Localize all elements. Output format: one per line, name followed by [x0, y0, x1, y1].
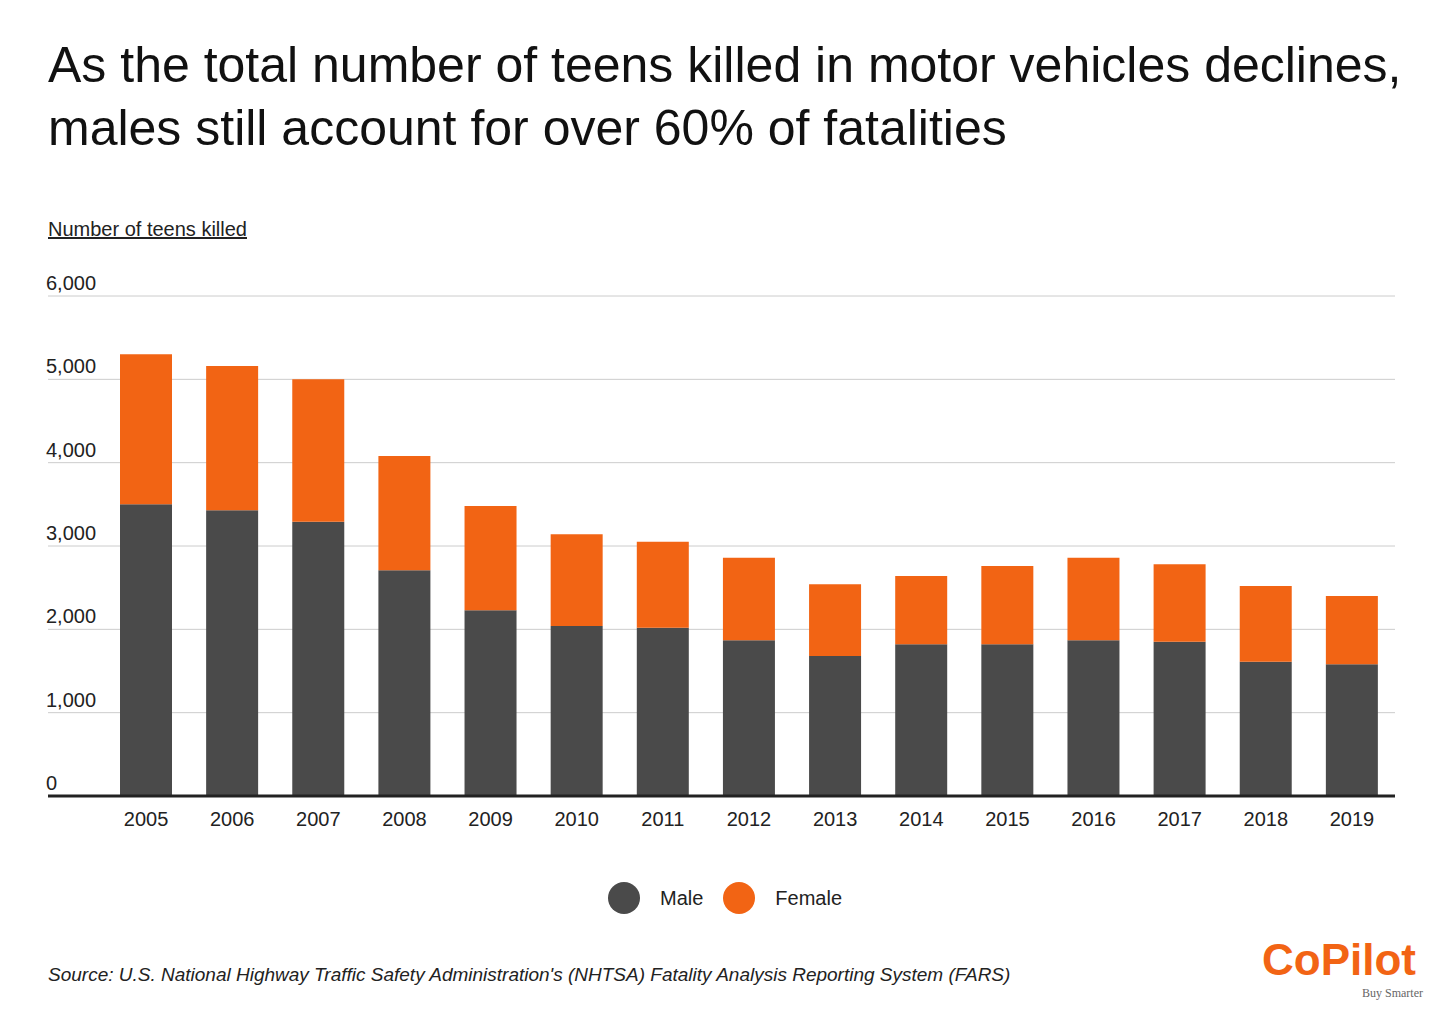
svg-text:2011: 2011	[641, 808, 684, 830]
svg-text:2009: 2009	[468, 808, 513, 830]
svg-text:2007: 2007	[296, 808, 341, 830]
svg-text:2010: 2010	[554, 808, 599, 830]
html-text:As the total number of teens k: As the total number of teens killed in m…	[48, 37, 1402, 156]
svg-text:6,000: 6,000	[46, 272, 96, 294]
html-text:Buy Smarter: Buy Smarter	[1362, 986, 1423, 1000]
svg-text:2008: 2008	[382, 808, 427, 830]
html-text:Female: Female	[775, 886, 842, 909]
svg-text:3,000: 3,000	[46, 522, 96, 544]
html-text:CoPilot: CoPilot	[1262, 935, 1416, 984]
svg-text:2016: 2016	[1071, 808, 1116, 830]
svg-text:2017: 2017	[1157, 808, 1202, 830]
svg-text:1,000: 1,000	[46, 689, 96, 711]
svg-text:2012: 2012	[727, 808, 772, 830]
svg-text:2015: 2015	[985, 808, 1030, 830]
html-text:Source: U.S. National Highway: Source: U.S. National Highway Traffic Sa…	[48, 964, 1011, 985]
svg-text:4,000: 4,000	[46, 439, 96, 461]
svg-text:2,000: 2,000	[46, 605, 96, 627]
svg-text:2006: 2006	[210, 808, 255, 830]
svg-text:2018: 2018	[1244, 808, 1289, 830]
svg-text:2013: 2013	[813, 808, 858, 830]
svg-text:2014: 2014	[899, 808, 944, 830]
html-text:Number of teens killed: Number of teens killed	[48, 218, 247, 240]
html-text:Male: Male	[660, 886, 704, 909]
svg-text:2019: 2019	[1330, 808, 1375, 830]
svg-text:2005: 2005	[124, 808, 169, 830]
svg-text:0: 0	[46, 772, 57, 794]
svg-text:5,000: 5,000	[46, 355, 96, 377]
